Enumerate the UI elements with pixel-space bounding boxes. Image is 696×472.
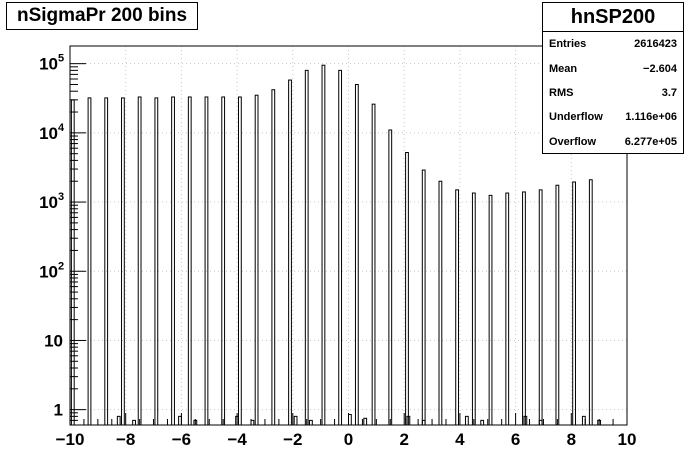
histogram-name: hnSP200 xyxy=(543,3,683,32)
y-tick-label: 10 xyxy=(39,262,58,281)
chart-title: nSigmaPr 200 bins xyxy=(6,2,199,30)
x-tick-label: 4 xyxy=(455,430,465,449)
stats-row-mean: Mean −2.604 xyxy=(543,56,683,80)
stats-value: 2616423 xyxy=(634,38,677,51)
histogram-bar xyxy=(480,419,485,426)
histogram-bar xyxy=(271,89,276,426)
histogram-bar xyxy=(116,415,121,426)
y-tick-label: 1 xyxy=(54,401,63,420)
y-tick-exponent: 2 xyxy=(58,260,64,272)
histogram-bar xyxy=(204,96,209,426)
stats-label: Entries xyxy=(549,38,587,51)
histogram-bar xyxy=(505,192,510,426)
x-tick-label: −10 xyxy=(56,430,85,449)
stats-label: Underflow xyxy=(549,111,603,124)
histogram-bar xyxy=(237,96,242,426)
x-tick-label: 0 xyxy=(344,430,353,449)
histogram-bar xyxy=(421,169,426,426)
stats-label: Mean xyxy=(549,62,578,75)
histogram-bar xyxy=(132,419,136,426)
y-tick-label: 10 xyxy=(39,55,58,74)
y-tick-label: 10 xyxy=(39,124,58,143)
histogram-bar xyxy=(304,69,309,426)
histogram-bar xyxy=(538,419,543,426)
histogram-bar xyxy=(321,64,326,426)
histogram-bar xyxy=(254,94,259,426)
histogram-bar xyxy=(464,415,469,426)
histogram-bar xyxy=(371,103,376,426)
stats-value: 1.116e+06 xyxy=(625,111,677,124)
histogram-bar xyxy=(555,184,560,426)
x-tick-label: 6 xyxy=(511,430,520,449)
histogram-bar xyxy=(187,96,192,426)
y-tick-exponent: 3 xyxy=(58,191,64,203)
histogram-bar xyxy=(154,97,159,426)
histogram-bar xyxy=(354,83,359,426)
histogram-bar xyxy=(538,189,543,426)
histogram-bar xyxy=(293,415,298,426)
histogram-bar xyxy=(405,152,409,426)
histogram-bar xyxy=(455,189,460,426)
x-tick-label: 8 xyxy=(567,430,576,449)
histogram-bar xyxy=(121,97,125,426)
x-tick-label: 2 xyxy=(399,430,408,449)
histogram-bar xyxy=(588,179,593,426)
histogram-bar xyxy=(488,194,493,426)
histogram-bar xyxy=(309,419,313,426)
y-tick-label: 10 xyxy=(39,193,58,212)
x-tick-label: 10 xyxy=(618,430,637,449)
histogram-bar xyxy=(338,69,343,426)
stats-value: 6.277e+05 xyxy=(624,135,677,148)
histogram-bar xyxy=(87,97,92,426)
stats-value: −2.604 xyxy=(643,62,677,75)
stats-row-rms: RMS 3.7 xyxy=(543,81,683,105)
x-tick-label: −8 xyxy=(116,430,135,449)
histogram-bar xyxy=(522,191,526,426)
histogram-bar xyxy=(572,181,576,426)
y-tick-exponent: 5 xyxy=(58,53,64,65)
x-tick-label: −6 xyxy=(172,430,191,449)
stats-label: RMS xyxy=(549,86,574,99)
histogram-bar xyxy=(363,417,368,426)
stats-value: 3.7 xyxy=(661,86,677,99)
y-tick-label: 10 xyxy=(44,331,63,350)
stats-label: Overflow xyxy=(549,135,597,148)
x-tick-label: −4 xyxy=(227,430,247,449)
stats-box: hnSP200 Entries 2616423 Mean −2.604 RMS … xyxy=(542,2,684,154)
histogram-bar xyxy=(171,96,175,426)
histogram-bar xyxy=(471,192,476,426)
stats-row-entries: Entries 2616423 xyxy=(543,32,683,56)
histogram-bar xyxy=(438,180,443,426)
stats-row-overflow: Overflow 6.277e+05 xyxy=(543,130,683,154)
histogram-bar xyxy=(221,96,226,426)
histogram-bar xyxy=(421,419,426,426)
stats-row-underflow: Underflow 1.116e+06 xyxy=(543,105,683,129)
histogram-bar xyxy=(388,129,393,426)
histogram-bar xyxy=(288,79,292,426)
y-tick-exponent: 4 xyxy=(58,122,65,134)
x-tick-label: −2 xyxy=(283,430,302,449)
histogram-bar xyxy=(137,96,142,426)
histogram-bar xyxy=(104,97,109,426)
